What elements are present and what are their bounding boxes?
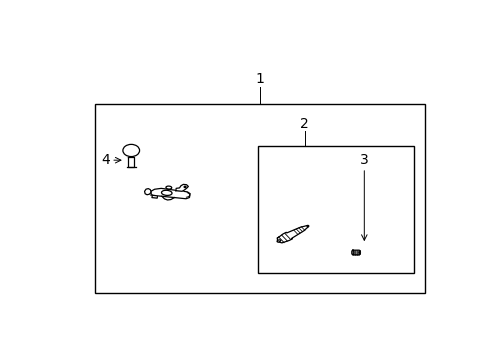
Text: 3: 3 [359,153,368,167]
Ellipse shape [165,186,171,189]
Text: 2: 2 [300,117,308,131]
Circle shape [306,225,308,227]
Polygon shape [351,250,360,255]
Ellipse shape [277,240,280,242]
Ellipse shape [358,251,360,254]
Polygon shape [144,189,151,195]
Circle shape [358,252,360,253]
Ellipse shape [351,250,353,255]
Bar [258,146,413,273]
Text: 1: 1 [255,72,264,86]
Bar [95,104,424,293]
Circle shape [122,144,139,157]
Polygon shape [277,225,308,243]
Ellipse shape [161,190,172,195]
Polygon shape [151,188,190,199]
Polygon shape [152,195,157,198]
Polygon shape [128,157,134,167]
Text: 4: 4 [102,153,110,167]
Circle shape [183,186,185,188]
Polygon shape [175,184,188,191]
